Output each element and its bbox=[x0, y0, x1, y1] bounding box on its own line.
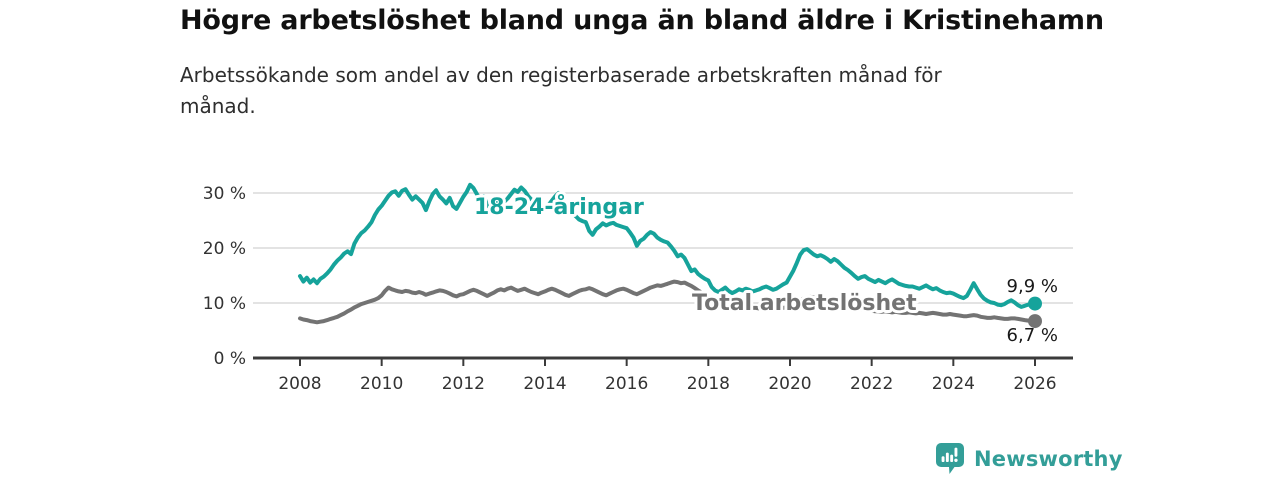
series-label-total: Total arbetslöshet bbox=[692, 291, 917, 316]
series-dots bbox=[1028, 296, 1042, 329]
series-lines bbox=[298, 182, 1037, 325]
x-tick-label: 2020 bbox=[768, 374, 811, 394]
x-tick-label: 2022 bbox=[850, 374, 893, 394]
series-line-youth bbox=[298, 182, 1037, 309]
series-labels: 18-24-åringar Total arbetslöshet bbox=[471, 191, 920, 319]
series-line-total bbox=[298, 279, 1037, 325]
page-title: Högre arbetslöshet bland unga än bland ä… bbox=[180, 5, 1104, 36]
end-value-label-youth: 9,9 % bbox=[1007, 276, 1058, 297]
x-tick-label: 2014 bbox=[523, 374, 566, 394]
chart-header: Högre arbetslöshet bland unga än bland ä… bbox=[180, 4, 1190, 122]
y-tick-label: 0 % bbox=[214, 349, 246, 369]
x-tick-label: 2018 bbox=[687, 374, 730, 394]
newsworthy-logo-icon bbox=[936, 443, 964, 474]
speech-bubble-shape bbox=[936, 443, 964, 474]
newsworthy-logo-link[interactable]: Newsworthy bbox=[936, 443, 1123, 475]
brand-name: Newsworthy bbox=[974, 447, 1123, 471]
x-axis: 2008 2010 2012 2014 2016 2018 2020 2022 2024 2026 bbox=[253, 356, 1073, 394]
series-end-dot-youth bbox=[1028, 296, 1042, 311]
x-tick-label: 2008 bbox=[278, 374, 321, 394]
series-end-dot-total bbox=[1028, 314, 1042, 329]
y-axis: 0 % 10 % 20 % 30 % bbox=[203, 184, 246, 369]
x-tick-label: 2026 bbox=[1013, 374, 1056, 394]
page-subtitle: Arbetssökande som andel av den registerb… bbox=[180, 62, 942, 118]
end-value-labels: 9,9 % 6,7 % bbox=[1007, 276, 1058, 346]
x-tick-label: 2010 bbox=[360, 374, 403, 394]
y-tick-label: 20 % bbox=[203, 239, 246, 259]
bar-chart-glyph bbox=[941, 447, 958, 462]
x-tick-label: 2012 bbox=[442, 374, 485, 394]
x-tick-label: 2024 bbox=[932, 374, 975, 394]
y-tick-label: 10 % bbox=[203, 294, 246, 314]
y-tick-label: 30 % bbox=[203, 184, 246, 204]
end-value-label-total: 6,7 % bbox=[1007, 325, 1058, 346]
x-tick-label: 2016 bbox=[605, 374, 648, 394]
series-label-youth: 18-24-åringar bbox=[474, 194, 644, 220]
